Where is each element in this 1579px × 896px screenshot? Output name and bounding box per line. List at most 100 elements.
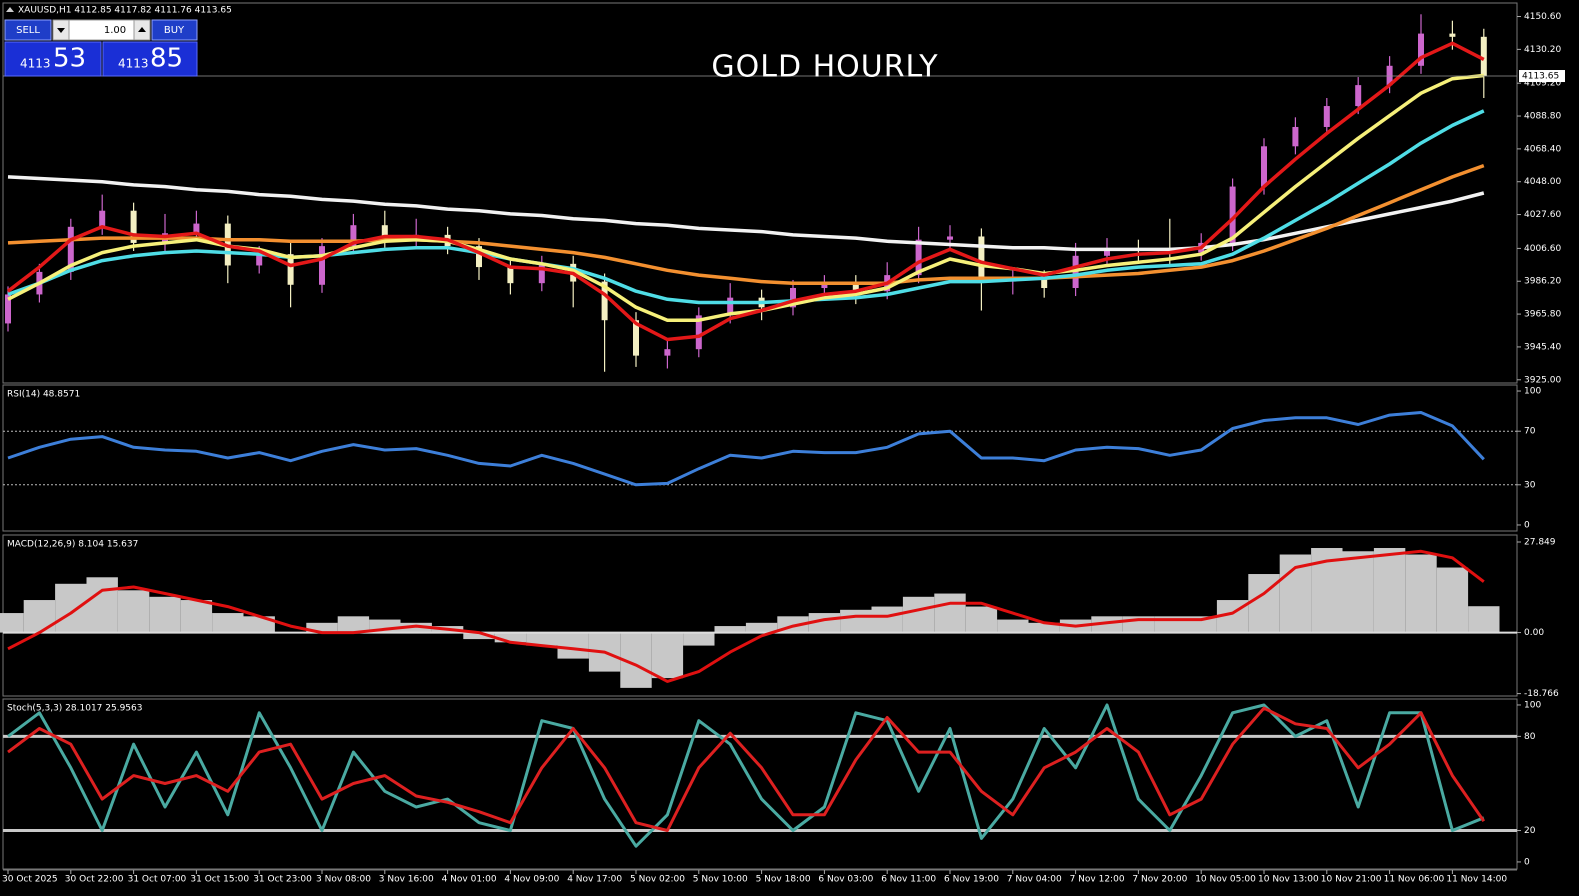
chart-header: XAUUSD,H1 4112.85 4117.82 4111.76 4113.6… <box>18 6 232 16</box>
sell-button[interactable] <box>4 19 52 41</box>
y-tick-label: 4150.60 <box>1524 12 1561 22</box>
ask-big: 4113 <box>118 57 149 71</box>
ask-box[interactable] <box>102 41 198 77</box>
candle-body <box>947 236 953 240</box>
macd-bar <box>1468 606 1500 633</box>
x-tick-label: 10 Nov 13:00 <box>1258 875 1319 885</box>
x-tick-label: 10 Nov 05:00 <box>1195 875 1256 885</box>
x-tick-label: 31 Oct 15:00 <box>190 875 249 885</box>
series-line <box>7 175 1485 252</box>
series-line <box>7 703 1485 848</box>
x-tick-label: 31 Oct 23:00 <box>253 875 312 885</box>
series-line <box>6 41 1485 342</box>
candle-body <box>1386 65 1393 86</box>
current-price-label: 4113.65 <box>1522 72 1559 82</box>
candle-body <box>1229 186 1236 243</box>
macd-bar <box>871 606 903 633</box>
candle-body <box>287 254 294 285</box>
bid-box[interactable] <box>4 41 102 77</box>
y-tick-label: 4088.80 <box>1524 112 1561 122</box>
x-tick-label: 6 Nov 19:00 <box>944 875 999 885</box>
macd-bar <box>55 583 87 633</box>
macd-bar <box>23 600 56 633</box>
candle-body <box>1418 33 1424 66</box>
candle-body <box>538 263 545 284</box>
y-tick-label: 0.00 <box>1524 628 1544 638</box>
candle-body <box>1292 126 1299 147</box>
candle-body <box>99 210 106 227</box>
candle-body <box>821 283 828 288</box>
macd-bar <box>526 632 558 646</box>
x-tick-label: 4 Nov 17:00 <box>567 875 622 885</box>
macd-bar <box>1436 567 1469 633</box>
candle-body <box>915 239 922 276</box>
x-tick-label: 4 Nov 01:00 <box>442 875 497 885</box>
macd-bar <box>1373 548 1406 633</box>
macd-bar <box>0 613 24 633</box>
x-tick-label: 5 Nov 02:00 <box>630 875 685 885</box>
y-tick-label: 30 <box>1524 480 1536 490</box>
x-tick-label: 11 Nov 06:00 <box>1384 875 1445 885</box>
macd-bar <box>934 593 966 633</box>
candle-body <box>5 294 11 324</box>
candle-body <box>978 236 985 282</box>
macd-bar <box>1028 622 1060 633</box>
plot-layer: 4150.60 4130.20 4109.20 4088.80 4068.40 4048.… <box>0 12 1565 885</box>
candle-body <box>1480 36 1487 77</box>
macd-bar <box>745 622 778 633</box>
candle-body <box>1104 249 1110 256</box>
buy-button[interactable] <box>151 19 198 41</box>
header-arrow <box>6 7 14 12</box>
sell-label[interactable]: SELL <box>16 25 40 36</box>
lot-value[interactable]: 1.00 <box>104 25 126 36</box>
trade-panel: SELL 1.00 BUY 4113 53 4113 85 <box>4 19 198 77</box>
macd-bar <box>1342 551 1374 633</box>
x-tick-label: 30 Oct 22:00 <box>65 875 124 885</box>
series-line <box>7 706 1486 832</box>
macd-bar <box>651 632 684 679</box>
macd-bar <box>180 600 213 633</box>
y-tick-label: 3986.20 <box>1524 277 1561 287</box>
x-tick-label: 5 Nov 18:00 <box>756 875 811 885</box>
macd-bar <box>997 619 1029 633</box>
lot-up-arrow <box>138 27 146 32</box>
macd-title: MACD(12,26,9) 8.104 15.637 <box>7 540 138 550</box>
macd-bar <box>463 632 495 640</box>
y-tick-label: 100 <box>1524 387 1541 397</box>
x-tick-label: 4 Nov 09:00 <box>504 875 559 885</box>
y-tick-label: 3925.00 <box>1524 375 1561 385</box>
chart-title: GOLD HOURLY <box>711 50 938 85</box>
x-tick-label: 31 Oct 07:00 <box>128 875 187 885</box>
macd-bar <box>683 632 715 646</box>
y-tick-label: 70 <box>1524 427 1536 437</box>
candle-body <box>1323 106 1330 127</box>
y-tick-label: 4048.00 <box>1524 177 1561 187</box>
series-line <box>7 411 1485 487</box>
bid-small: 53 <box>53 44 86 74</box>
lot-down-arrow <box>57 28 65 33</box>
macd-bar <box>965 606 998 633</box>
candle-body <box>193 223 200 234</box>
y-tick-label: 0 <box>1524 520 1530 530</box>
candle-body <box>1041 278 1048 288</box>
series-line <box>7 109 1485 305</box>
buy-label[interactable]: BUY <box>164 25 185 36</box>
candle-body <box>852 283 859 292</box>
macd-bar <box>840 609 872 633</box>
y-tick-label: 4027.60 <box>1524 210 1561 220</box>
candle-body <box>319 246 325 285</box>
candle-body <box>1449 33 1456 37</box>
macd-bar <box>557 632 589 659</box>
candle-body <box>350 225 357 247</box>
x-tick-label: 7 Nov 12:00 <box>1070 875 1125 885</box>
y-tick-label: 0 <box>1524 857 1530 867</box>
x-tick-label: 6 Nov 03:00 <box>818 875 873 885</box>
macd-bar <box>337 616 370 633</box>
x-tick-label: 3 Nov 16:00 <box>379 875 434 885</box>
series-line <box>7 163 1485 285</box>
x-tick-label: 30 Oct 2025 <box>2 875 58 885</box>
candle-body <box>476 246 482 268</box>
x-tick-label: 6 Nov 11:00 <box>881 875 936 885</box>
candle-body <box>67 226 74 272</box>
